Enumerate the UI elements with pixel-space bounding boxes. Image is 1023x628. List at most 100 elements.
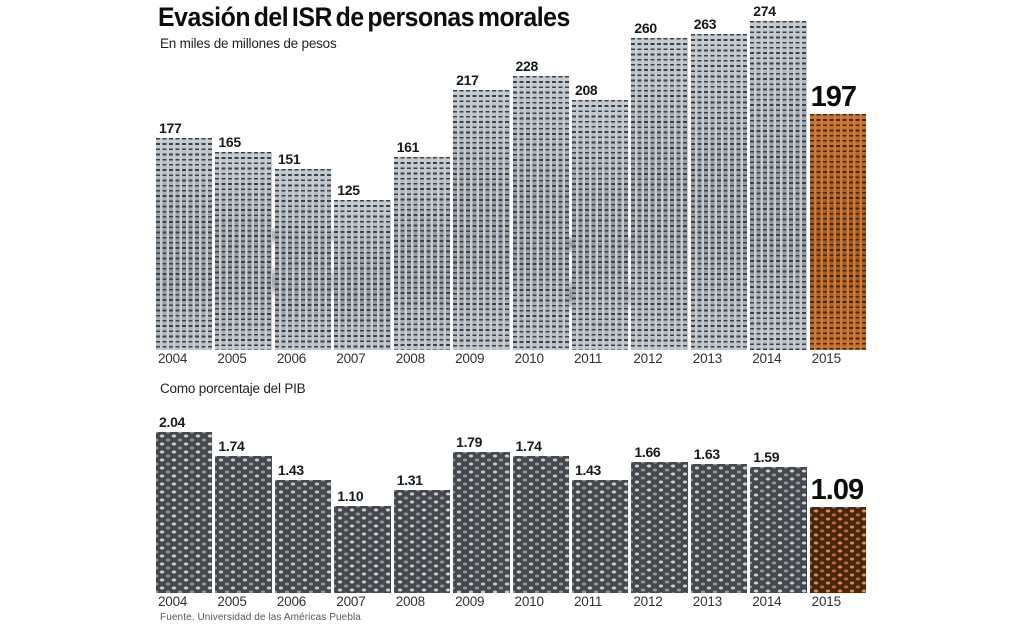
bar [156, 431, 213, 593]
bar-chart-pesos: 177 165 151 125 161 217 228 208 260 263 274 197 [156, 3, 867, 350]
year-label: 2004 [158, 594, 188, 609]
bar-column: 165 [215, 134, 272, 350]
bar-column: 1.09 [809, 473, 867, 593]
bar-value-label: 1.31 [396, 471, 423, 488]
bar [393, 489, 451, 593]
x-axis-years-pesos: 2004 2005 2006 2007 2008 2009 2010 2011 2012 2013… [156, 351, 866, 366]
bar-chart-pib: 2.04 1.74 1.43 1.10 1.31 1.79 1.74 1.43 1.66 1.63… [156, 412, 867, 593]
bar-column: 2.04 [156, 413, 213, 593]
chart2-title: Como porcentaje del PIB [160, 381, 306, 396]
bar-value-label: 161 [396, 138, 420, 155]
bar-value-label: 274 [753, 3, 776, 20]
bar-value-label: 1.66 [634, 443, 661, 460]
bar-column: 177 [156, 119, 213, 350]
bar-value-label: 228 [515, 58, 539, 75]
bar-column: 228 [512, 58, 569, 350]
year-label: 2005 [217, 594, 247, 609]
bar [393, 156, 451, 350]
bar-value-label: 197 [810, 80, 857, 113]
bar-value-label: 151 [277, 150, 301, 167]
bar [156, 137, 213, 350]
year-label: 2010 [514, 594, 544, 609]
bar-column: 1.31 [393, 471, 451, 593]
year-label: 2014 [752, 351, 782, 366]
bar-column: 1.43 [571, 462, 629, 593]
bar-column: 208 [571, 82, 629, 350]
bar [512, 76, 569, 350]
bar [631, 38, 688, 350]
year-label: 2012 [633, 594, 663, 609]
bar [274, 168, 332, 350]
bar-highlighted [809, 506, 867, 593]
bar-column: 197 [809, 80, 867, 350]
bar-value-label: 263 [693, 16, 717, 33]
bar-column: 274 [750, 3, 807, 350]
year-label: 2004 [158, 351, 188, 366]
bar-value-label: 208 [574, 82, 598, 99]
bar-column: 1.74 [512, 437, 569, 593]
year-label: 2008 [395, 351, 425, 366]
bar [631, 461, 688, 593]
bar [453, 89, 510, 350]
bar [453, 451, 510, 593]
bar-column: 151 [274, 150, 332, 350]
x-axis-years-pib: 2004 2005 2006 2007 2008 2009 2010 2011 2012 2013… [156, 594, 866, 609]
bar-column: 1.66 [631, 443, 688, 593]
bar [571, 480, 629, 593]
bar [690, 34, 748, 350]
bar-value-label: 2.04 [159, 413, 186, 430]
bar-value-label: 165 [218, 134, 241, 150]
bar [571, 100, 629, 350]
bar-column: 1.79 [453, 433, 510, 593]
bar-value-label: 217 [456, 71, 479, 88]
year-label: 2009 [455, 594, 485, 609]
year-label: 2006 [276, 351, 307, 366]
year-label: 2007 [336, 351, 366, 366]
year-label: 2006 [276, 594, 307, 609]
source-credit: Fuente. Universidad de las Américas Pueb… [160, 612, 361, 623]
bar-column: 1.10 [334, 489, 391, 593]
chart1-subtitle: En miles de millones de pesos [160, 36, 337, 51]
year-label: 2010 [514, 351, 544, 366]
bar [334, 200, 391, 350]
bar [750, 467, 807, 593]
bar [750, 21, 807, 350]
bar [512, 455, 569, 593]
bar-value-label: 1.43 [574, 462, 602, 478]
year-label: 2005 [217, 351, 247, 366]
bar-column: 1.59 [750, 449, 807, 593]
year-label: 2011 [573, 594, 603, 609]
bar [690, 464, 748, 593]
bar-column: 260 [631, 20, 688, 350]
bar-column: 217 [453, 71, 510, 350]
year-label: 2013 [692, 594, 723, 609]
bar-value-label: 125 [337, 182, 360, 198]
year-label: 2013 [692, 351, 723, 366]
bar-value-label: 1.79 [456, 433, 483, 450]
bar-value-label: 177 [159, 119, 182, 136]
bar-column: 125 [334, 182, 391, 350]
bar-column: 263 [690, 16, 748, 350]
year-label: 2012 [633, 351, 663, 366]
bar-value-label: 1.74 [515, 437, 542, 454]
year-label: 2007 [336, 594, 366, 609]
year-label: 2011 [573, 351, 603, 366]
year-label: 2015 [811, 594, 841, 609]
bar-value-label: 1.63 [693, 446, 720, 463]
bar-column: 1.74 [215, 437, 272, 593]
page-title: Evasión del ISR de personas morales [158, 2, 570, 32]
bar [215, 455, 272, 593]
bar-highlighted [809, 113, 867, 350]
bar-value-label: 1.09 [810, 473, 864, 506]
bar-column: 1.63 [690, 446, 748, 593]
bar-value-label: 1.59 [753, 449, 780, 466]
year-label: 2008 [395, 594, 425, 609]
bar-value-label: 1.74 [218, 437, 245, 454]
bar-column: 1.43 [274, 462, 332, 593]
bar-value-label: 1.43 [277, 462, 304, 478]
bar-value-label: 260 [634, 20, 657, 36]
year-label: 2014 [752, 594, 782, 609]
bar-column: 161 [393, 138, 451, 350]
bar [215, 152, 272, 350]
